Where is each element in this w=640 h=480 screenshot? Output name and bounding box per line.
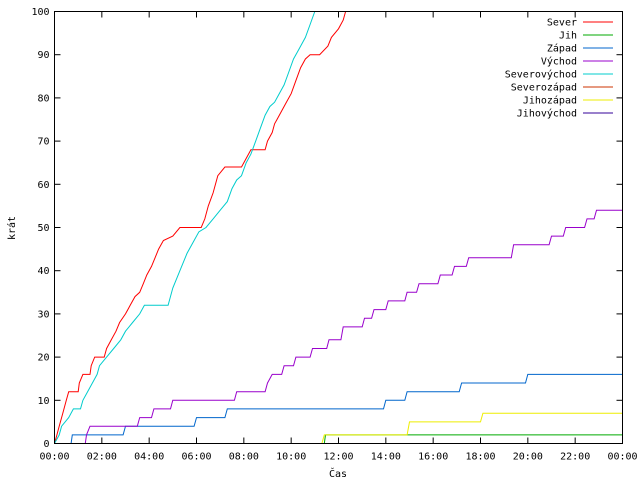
y-tick-label: 100 — [31, 7, 49, 18]
legend-label: Jihovýchod — [517, 108, 577, 120]
series-line-1 — [323, 434, 623, 444]
y-tick-label: 90 — [37, 50, 49, 61]
legend: Sever JihZápadVýchodSeverovýchodSeverozáp… — [505, 18, 613, 120]
y-tick-label: 10 — [37, 396, 49, 407]
series-line-2 — [70, 373, 623, 444]
y-tick-label: 30 — [37, 309, 49, 320]
x-tick-label: 22:00 — [560, 452, 590, 463]
x-tick-label: 08:00 — [229, 452, 259, 463]
x-tick-label: 20:00 — [513, 452, 543, 463]
legend-label: Západ — [547, 43, 577, 55]
series-line-6 — [321, 412, 623, 444]
y-tick-label: 70 — [37, 137, 49, 148]
x-tick-label: 16:00 — [418, 452, 448, 463]
x-tick-label: 00:00 — [39, 452, 69, 463]
series-line-4 — [54, 11, 316, 444]
x-tick-label: 04:00 — [134, 452, 164, 463]
x-tick-label: 02:00 — [87, 452, 117, 463]
x-tick-label: 06:00 — [181, 452, 211, 463]
x-axis-label: Čas — [329, 467, 347, 480]
legend-label: Východ — [541, 56, 577, 68]
y-tick-label: 80 — [37, 93, 49, 104]
y-axis-label: krát — [6, 216, 18, 240]
y-tick-label: 0 — [43, 439, 49, 450]
legend-label: Sever — [547, 18, 577, 29]
axis-ticks: 0 10 20 30 40 50 60 70 80 90 100 00:00 02:00 04:00 06:… — [31, 7, 637, 463]
x-tick-label: 14:00 — [371, 452, 401, 463]
x-tick-label: 18:00 — [465, 452, 495, 463]
x-tick-label: 12:00 — [323, 452, 353, 463]
legend-label: Jihozápad — [523, 95, 577, 107]
series-lines — [54, 11, 623, 444]
x-tick-label: 10:00 — [276, 452, 306, 463]
series-line-0 — [54, 11, 347, 444]
y-tick-label: 40 — [37, 266, 49, 277]
legend-label: Severovýchod — [505, 69, 577, 81]
y-tick-label: 60 — [37, 180, 49, 191]
x-tick-label: 00:00 — [607, 452, 637, 463]
legend-label: Severozápad — [511, 82, 577, 94]
series-line-3 — [84, 209, 623, 444]
y-tick-label: 20 — [37, 353, 49, 364]
y-tick-label: 50 — [37, 223, 49, 234]
legend-label: Jih — [559, 31, 577, 42]
